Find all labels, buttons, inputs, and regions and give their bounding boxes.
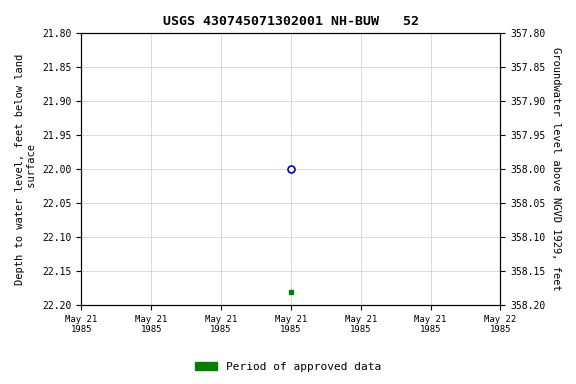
Title: USGS 430745071302001 NH-BUW   52: USGS 430745071302001 NH-BUW 52 bbox=[163, 15, 419, 28]
Y-axis label: Groundwater level above NGVD 1929, feet: Groundwater level above NGVD 1929, feet bbox=[551, 48, 561, 291]
Legend: Period of approved data: Period of approved data bbox=[191, 358, 385, 377]
Y-axis label: Depth to water level, feet below land
 surface: Depth to water level, feet below land su… bbox=[15, 54, 37, 285]
